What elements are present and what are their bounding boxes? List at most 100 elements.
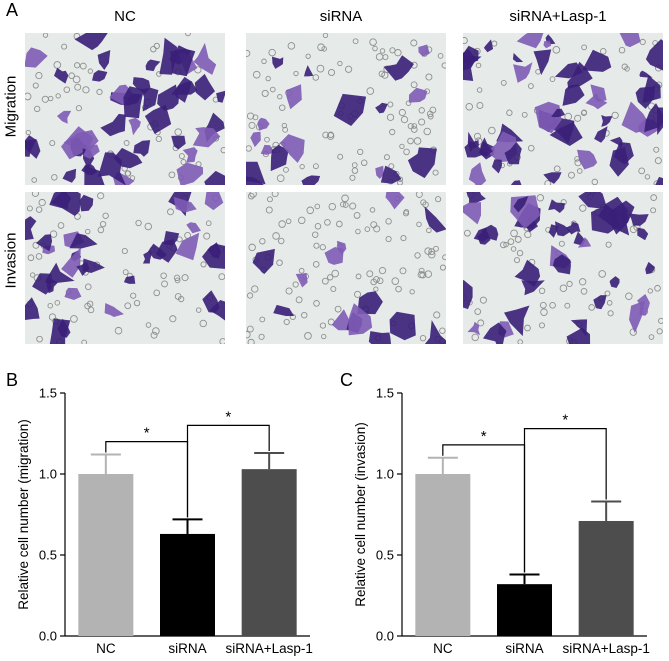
pore-mark: [75, 105, 82, 112]
stained-cell: [543, 40, 552, 49]
stained-cell: [44, 262, 75, 284]
micrograph-invasion-sirna: [246, 192, 446, 344]
pore-mark: [474, 308, 482, 315]
stained-cell: [491, 159, 502, 174]
pore-mark: [394, 49, 402, 57]
pore-mark: [246, 49, 251, 57]
pore-mark: [292, 281, 299, 288]
pore-mark: [220, 146, 225, 154]
stained-cell: [514, 259, 541, 287]
y-axis-label: Relative cell number (invasion): [353, 422, 368, 607]
pore-mark: [305, 53, 311, 59]
pore-mark: [282, 126, 289, 133]
pore-mark: [396, 179, 403, 185]
y-tick-label: 1.0: [39, 467, 57, 482]
stained-cell: [159, 37, 177, 75]
pore-mark: [407, 137, 414, 145]
pore-mark: [383, 154, 390, 161]
pore-mark: [391, 277, 400, 285]
micrograph-migration-sirna: [246, 33, 446, 185]
stained-cell: [61, 126, 94, 160]
stained-cell: [511, 180, 522, 185]
pore-mark: [321, 46, 327, 52]
pore-mark: [298, 267, 305, 274]
pore-mark: [510, 246, 517, 252]
pore-mark: [49, 140, 56, 147]
pore-mark: [314, 203, 321, 210]
pore-mark: [247, 338, 255, 344]
pore-mark: [579, 204, 587, 212]
pore-mark: [488, 126, 496, 135]
pore-mark: [500, 241, 507, 249]
stained-cell: [375, 102, 388, 114]
pore-mark: [124, 302, 132, 310]
stained-cell: [81, 164, 98, 175]
pore-mark: [650, 207, 657, 214]
pore-mark: [524, 230, 532, 239]
stained-cell: [481, 224, 499, 241]
pore-mark: [258, 333, 265, 340]
pore-mark: [465, 103, 473, 111]
pore-mark: [96, 88, 103, 96]
pore-mark: [349, 174, 356, 181]
pore-mark: [389, 128, 396, 136]
stained-cell: [621, 212, 629, 223]
pore-mark: [385, 235, 392, 243]
pore-mark: [251, 285, 259, 293]
pore-mark: [337, 153, 344, 160]
stained-cell: [171, 135, 186, 150]
pore-mark: [38, 198, 46, 207]
pore-mark: [611, 111, 619, 120]
pore-mark: [319, 244, 326, 251]
stained-cell: [645, 261, 655, 275]
pore-mark: [351, 167, 359, 174]
stained-cell: [250, 131, 261, 148]
pore-mark: [437, 53, 444, 59]
pore-mark: [48, 95, 54, 102]
pore-mark: [74, 83, 82, 91]
pore-mark: [349, 202, 357, 210]
stained-cell: [601, 115, 613, 127]
y-tick-label: 1.0: [376, 467, 394, 482]
stained-cell: [336, 240, 347, 255]
pore-mark: [464, 229, 471, 237]
pore-mark: [473, 132, 482, 140]
pore-mark: [122, 269, 129, 276]
pore-mark: [491, 40, 498, 47]
pore-mark: [84, 228, 91, 235]
pore-mark: [51, 174, 58, 181]
micrograph-invasion-sirna-lasp1: [463, 192, 663, 344]
pore-mark: [524, 324, 531, 332]
pore-mark: [265, 206, 273, 214]
pore-mark: [264, 136, 270, 143]
pore-mark: [544, 180, 552, 185]
pore-mark: [413, 137, 422, 145]
stained-cell: [513, 196, 529, 213]
pore-mark: [553, 165, 561, 173]
stained-cell: [74, 33, 108, 51]
stained-cell: [148, 243, 167, 260]
pore-mark: [654, 284, 661, 292]
stained-cell: [483, 322, 507, 344]
pore-mark: [405, 100, 412, 106]
pore-mark: [599, 48, 607, 55]
x-tick-label: NC: [96, 641, 116, 656]
stained-cell: [170, 48, 196, 77]
pore-mark: [514, 235, 522, 243]
pore-mark: [54, 300, 61, 306]
stained-cell: [57, 110, 72, 124]
stained-cell: [97, 50, 111, 70]
stained-cell: [639, 70, 653, 78]
pore-mark: [386, 113, 395, 121]
y-tick-label: 0.0: [39, 629, 57, 644]
micrograph-migration-sirna-lasp1: [463, 33, 663, 185]
pore-mark: [476, 101, 484, 109]
pore-mark: [654, 157, 662, 165]
stained-cell: [141, 87, 159, 112]
stained-cell: [64, 287, 82, 300]
pore-mark: [605, 241, 612, 248]
pore-mark: [366, 270, 374, 278]
pore-mark: [540, 308, 548, 316]
pore-mark: [419, 334, 427, 342]
stained-cell: [123, 275, 136, 284]
